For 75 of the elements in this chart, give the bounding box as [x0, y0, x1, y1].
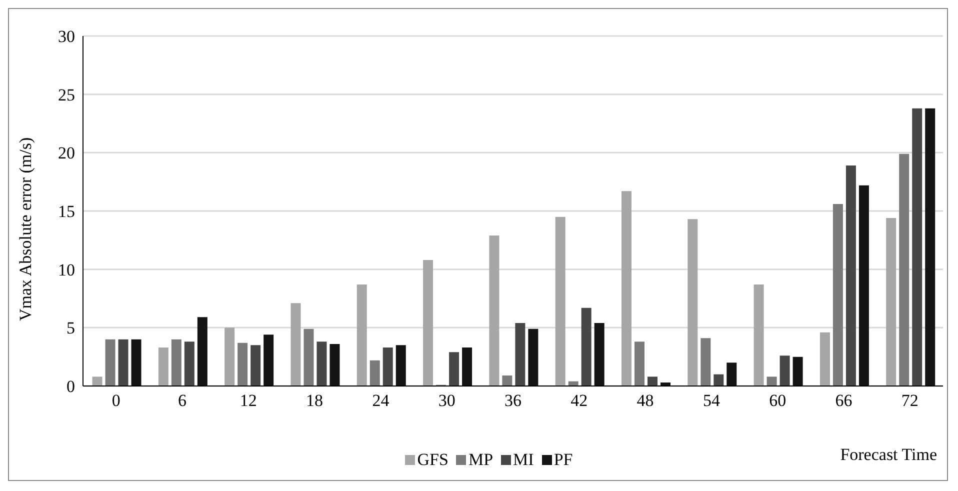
bar: [197, 317, 208, 386]
bar: [382, 348, 393, 386]
y-tick-label: 25: [58, 85, 75, 104]
bar: [792, 356, 803, 386]
legend-label: PF: [552, 450, 573, 470]
x-tick-label: 24: [372, 391, 390, 410]
bar: [423, 260, 434, 386]
x-tick-label: 6: [178, 391, 186, 410]
y-tick-label: 5: [66, 318, 75, 338]
bar: [925, 108, 936, 386]
y-axis-title: Vmax Absolute error (m/s): [16, 137, 36, 321]
bar: [647, 376, 658, 386]
bar: [886, 218, 896, 386]
y-tick-label: 20: [58, 144, 75, 163]
bar: [158, 348, 168, 386]
bar: [171, 339, 182, 386]
bar: [621, 191, 632, 386]
bar: [515, 323, 526, 386]
bar: [555, 216, 566, 386]
bar: [726, 362, 737, 386]
y-tick-label: 10: [58, 260, 75, 280]
bar: [184, 342, 194, 386]
bar: [820, 332, 830, 386]
bar: [766, 376, 777, 386]
bar: [700, 338, 711, 386]
x-tick-label: 66: [835, 391, 852, 410]
bar: [462, 348, 472, 386]
bar: [316, 342, 327, 386]
bar: [370, 360, 380, 386]
bar: [581, 308, 592, 386]
bar: [105, 339, 116, 386]
bar: [330, 344, 340, 386]
x-axis-title: Forecast Time: [840, 445, 937, 464]
bar: [714, 374, 724, 386]
bar: [290, 303, 301, 386]
bar: [238, 342, 248, 386]
bar: [118, 339, 128, 386]
bar: [489, 236, 500, 386]
x-tick-label: 42: [570, 391, 588, 410]
x-tick-label: 48: [636, 391, 654, 410]
bar: [899, 154, 910, 386]
y-tick-label: 30: [58, 27, 75, 46]
bar: [846, 166, 856, 386]
x-tick-label: 72: [901, 391, 918, 410]
bar: [92, 376, 102, 386]
bar: [264, 334, 274, 386]
legend-label: MI: [512, 450, 534, 470]
bar: [858, 185, 869, 386]
bar: [449, 352, 460, 386]
bar: [250, 345, 261, 386]
bar: [502, 376, 512, 386]
x-tick-label: 30: [438, 391, 456, 410]
bar: [396, 345, 406, 386]
x-tick-label: 0: [112, 391, 120, 410]
x-tick-label: 54: [702, 391, 720, 410]
bar: [224, 328, 235, 386]
bar: [594, 323, 604, 386]
bar: [634, 342, 644, 386]
x-tick-label: 18: [306, 391, 324, 410]
x-tick-label: 60: [769, 391, 786, 410]
x-tick-label: 36: [504, 391, 522, 410]
bar: [688, 219, 698, 386]
bar: [754, 284, 764, 386]
x-tick-label: 12: [240, 391, 257, 410]
legend-label: GFS: [416, 450, 448, 470]
bar: [780, 356, 790, 386]
y-tick-label: 0: [66, 377, 75, 396]
bar: [131, 339, 142, 386]
bar: [304, 328, 314, 386]
bar: [912, 108, 922, 386]
legend-label: MP: [467, 450, 494, 470]
bar: [832, 204, 843, 386]
y-tick-label: 15: [58, 202, 75, 222]
bar: [528, 328, 538, 386]
bar: [356, 284, 367, 386]
